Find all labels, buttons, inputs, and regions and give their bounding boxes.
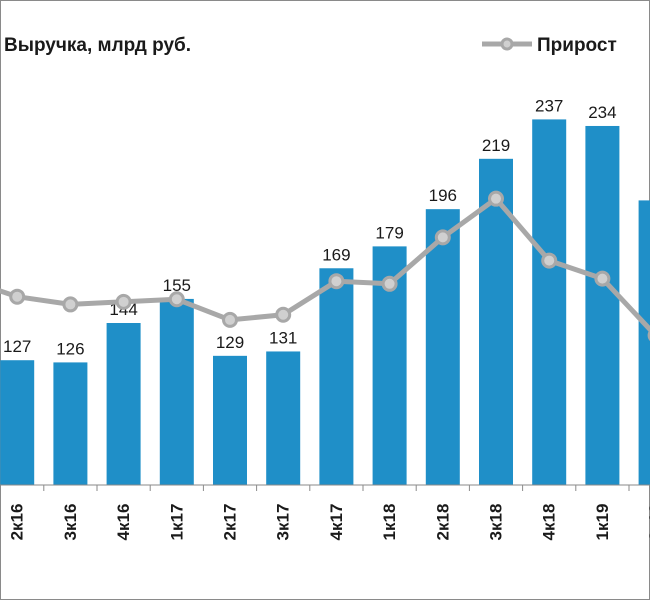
bar-value-label-1к17: 155 bbox=[163, 276, 191, 295]
bar-2к18 bbox=[425, 209, 460, 485]
growth-line-series bbox=[0, 190, 650, 342]
bar-1к19 bbox=[585, 125, 620, 486]
growth-marker-3к16 bbox=[62, 296, 79, 313]
bar-2к17 bbox=[213, 355, 247, 485]
x-tick-label-2к19: 2к19 bbox=[646, 504, 650, 541]
bar-value-label-3к18: 219 bbox=[482, 136, 510, 155]
x-tick-label-1к18: 1к18 bbox=[380, 504, 399, 541]
growth-marker-1к18 bbox=[381, 275, 398, 292]
bar-value-label-2к17: 129 bbox=[216, 333, 244, 352]
bar-value-label-4к17: 169 bbox=[322, 245, 350, 264]
growth-line bbox=[0, 196, 650, 334]
bar-3к17 bbox=[266, 351, 301, 485]
legend-line-label: Прирост bbox=[537, 35, 617, 56]
x-tick-label-2к18: 2к18 bbox=[433, 504, 452, 541]
x-tick-label-4к17: 4к17 bbox=[327, 504, 346, 541]
growth-marker-2к16 bbox=[9, 288, 26, 305]
bar-value-label-2к18: 196 bbox=[429, 186, 457, 205]
x-tick-label-2к16: 2к16 bbox=[8, 504, 27, 541]
bar-3к16 bbox=[53, 362, 88, 485]
x-axis-tick-labels: 1к162к163к164к161к172к173к174к171к182к18… bbox=[8, 504, 650, 541]
x-tick-label-3к18: 3к18 bbox=[487, 504, 506, 541]
bar-value-label-4к18: 237 bbox=[535, 96, 563, 115]
bar-value-label-2к16: 127 bbox=[3, 337, 31, 356]
legend-line-item: Прирост bbox=[482, 35, 617, 56]
bar-1к17 bbox=[159, 298, 194, 485]
bar-series bbox=[0, 119, 650, 486]
x-tick-label-4к16: 4к16 bbox=[114, 504, 133, 541]
bar-value-label-1к18: 179 bbox=[375, 223, 403, 242]
x-tick-label-1к19: 1к19 bbox=[593, 504, 612, 541]
bar-4к17 bbox=[319, 268, 354, 485]
growth-marker-3к18 bbox=[488, 190, 504, 207]
x-tick-label-3к16: 3к16 bbox=[61, 504, 80, 541]
bar-value-label-3к17: 131 bbox=[269, 328, 297, 347]
growth-marker-4к18 bbox=[541, 252, 558, 269]
x-axis-ticks bbox=[43, 485, 630, 491]
bar-4к16 bbox=[106, 323, 141, 485]
x-tick-label-1к17: 1к17 bbox=[167, 504, 186, 541]
growth-marker-3к17 bbox=[275, 306, 292, 323]
growth-marker-2к18 bbox=[434, 229, 451, 246]
bar-value-label-3к16: 126 bbox=[56, 339, 84, 358]
bar-2к19 bbox=[638, 200, 650, 486]
growth-marker-4к16 bbox=[115, 293, 132, 310]
growth-marker-1к17 bbox=[168, 291, 185, 308]
growth-marker-4к17 bbox=[328, 273, 345, 290]
x-tick-label-4к18: 4к18 bbox=[540, 504, 559, 541]
x-tick-label-3к17: 3к17 bbox=[274, 504, 293, 541]
bar-2к16 bbox=[0, 360, 35, 485]
bar-4к18 bbox=[532, 119, 567, 486]
bar-value-label-1к19: 234 bbox=[588, 103, 616, 122]
legend-bars-label: Выручка, млрд руб. bbox=[4, 35, 191, 56]
x-tick-label-2к17: 2к17 bbox=[221, 504, 240, 541]
legend-line-marker bbox=[500, 37, 514, 51]
growth-marker-1к19 bbox=[594, 270, 611, 287]
growth-marker-2к17 bbox=[222, 311, 238, 328]
